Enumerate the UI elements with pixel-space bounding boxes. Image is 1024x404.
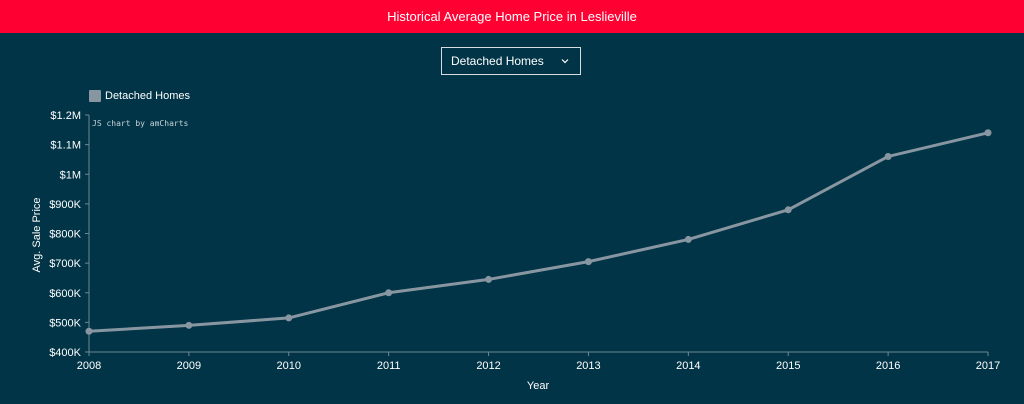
x-tick-label: 2010 [277,360,301,372]
series-line-detached-homes [87,131,990,333]
x-tick-label: 2013 [576,360,600,372]
data-point[interactable] [884,152,892,160]
data-point[interactable] [584,258,592,266]
data-point[interactable] [684,235,692,243]
x-tick-label: 2009 [177,360,201,372]
y-tick-label: $600K [49,288,81,300]
chart-title: Historical Average Home Price in Lesliev… [387,9,637,24]
y-tick-label: $400K [49,347,81,359]
home-type-select-value: Detached Homes [451,54,544,68]
data-point[interactable] [185,321,193,329]
x-tick-label: 2015 [776,360,800,372]
data-point[interactable] [984,129,992,137]
data-point[interactable] [485,275,493,283]
legend-label: Detached Homes [105,90,190,102]
legend-item-detached-homes[interactable]: Detached Homes [89,89,190,103]
amcharts-credit-link[interactable]: JS chart by amCharts [92,119,189,128]
x-tick-label: 2017 [976,360,1000,372]
chart-header: Historical Average Home Price in Lesliev… [0,0,1024,33]
data-point[interactable] [285,314,293,322]
x-axis-title: Year [527,380,550,392]
data-point[interactable] [784,206,792,214]
y-tick-label: $800K [49,229,81,241]
home-type-select[interactable]: Detached Homes [441,47,581,75]
x-tick-label: 2012 [476,360,500,372]
y-tick-label: $1.2M [50,110,81,122]
data-point[interactable] [385,289,393,297]
y-tick-label: $700K [49,258,81,270]
y-tick-label: $1.1M [50,140,81,152]
y-tick-label: $900K [49,199,81,211]
x-tick-label: 2014 [676,360,700,372]
chevron-down-icon [561,59,569,64]
y-tick-label: $1M [60,169,81,181]
x-tick-label: 2016 [876,360,900,372]
x-tick-label: 2008 [77,360,101,372]
x-tick-label: 2011 [377,360,401,372]
y-axis-title: Avg. Sale Price [31,197,43,272]
y-tick-label: $500K [49,317,81,329]
legend-swatch [89,90,101,102]
data-point[interactable] [85,327,93,335]
